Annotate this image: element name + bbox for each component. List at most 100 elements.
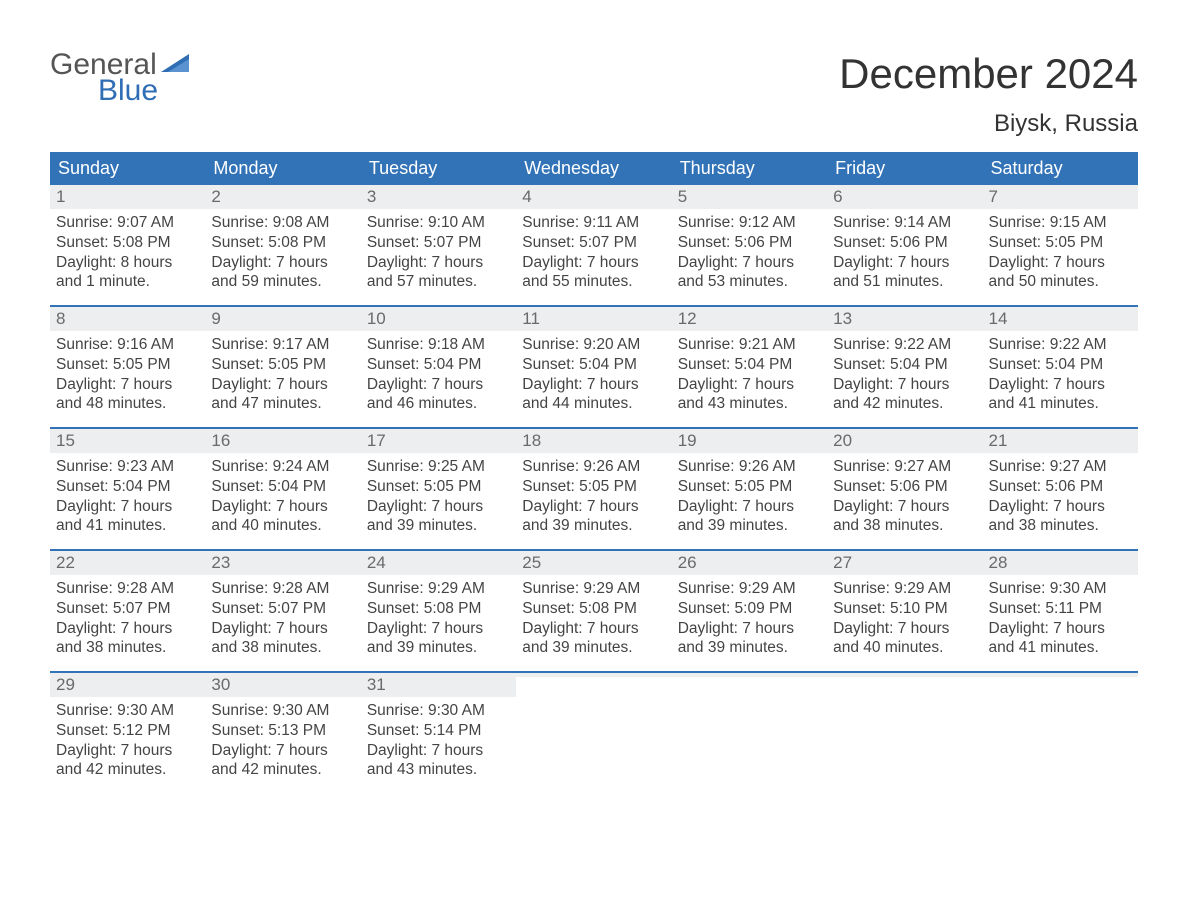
day-cell: 2Sunrise: 9:08 AMSunset: 5:08 PMDaylight… (205, 185, 360, 305)
day-cell: 22Sunrise: 9:28 AMSunset: 5:07 PMDayligh… (50, 551, 205, 671)
daylight-line1: Daylight: 7 hours (367, 741, 510, 761)
sunset-text: Sunset: 5:08 PM (367, 599, 510, 619)
day-number: 30 (211, 675, 230, 694)
sunset-text: Sunset: 5:06 PM (833, 233, 976, 253)
sunset-text: Sunset: 5:04 PM (211, 477, 354, 497)
day-number: 7 (989, 187, 998, 206)
sunrise-text: Sunrise: 9:29 AM (367, 579, 510, 599)
weekday-header: Sunday (50, 152, 205, 185)
sunrise-text: Sunrise: 9:18 AM (367, 335, 510, 355)
day-number: 12 (678, 309, 697, 328)
day-number-row: 13 (827, 307, 982, 331)
day-number: 29 (56, 675, 75, 694)
day-cell: 8 Sunrise: 9:16 AMSunset: 5:05 PMDaylight… (50, 307, 205, 427)
sunset-text: Sunset: 5:06 PM (989, 477, 1132, 497)
daylight-line2: and 46 minutes. (367, 394, 510, 414)
day-facts: Sunrise: 9:29 AMSunset: 5:08 PMDaylight:… (361, 575, 516, 658)
location-label: Biysk, Russia (839, 110, 1138, 138)
day-cell: 7Sunrise: 9:15 AMSunset: 5:05 PMDaylight… (983, 185, 1138, 305)
day-number-row: 21 (983, 429, 1138, 453)
weekday-header: Tuesday (361, 152, 516, 185)
sunrise-text: Sunrise: 9:22 AM (833, 335, 976, 355)
daylight-line1: Daylight: 7 hours (367, 497, 510, 517)
sunset-text: Sunset: 5:07 PM (367, 233, 510, 253)
sunrise-text: Sunrise: 9:14 AM (833, 213, 976, 233)
day-facts: Sunrise: 9:11 AMSunset: 5:07 PMDaylight:… (516, 209, 671, 292)
day-number-row: 24 (361, 551, 516, 575)
sunset-text: Sunset: 5:07 PM (211, 599, 354, 619)
day-number: 31 (367, 675, 386, 694)
calendar: SundayMondayTuesdayWednesdayThursdayFrid… (50, 152, 1138, 793)
day-number-row: 6 (827, 185, 982, 209)
sunset-text: Sunset: 5:04 PM (678, 355, 821, 375)
day-facts: Sunrise: 9:30 AMSunset: 5:13 PMDaylight:… (205, 697, 360, 780)
day-number: 6 (833, 187, 842, 206)
week-row: 8 Sunrise: 9:16 AMSunset: 5:05 PMDaylight… (50, 305, 1138, 427)
day-cell: 11Sunrise: 9:20 AMSunset: 5:04 PMDayligh… (516, 307, 671, 427)
day-cell: 30 Sunrise: 9:30 AMSunset: 5:13 PMDayligh… (205, 673, 360, 793)
sunset-text: Sunset: 5:07 PM (522, 233, 665, 253)
daylight-line2: and 43 minutes. (678, 394, 821, 414)
daylight-line2: and 53 minutes. (678, 272, 821, 292)
day-cell: 13Sunrise: 9:22 AMSunset: 5:04 PMDayligh… (827, 307, 982, 427)
sunset-text: Sunset: 5:05 PM (56, 355, 199, 375)
day-cell (516, 673, 671, 793)
day-number-row: 17 (361, 429, 516, 453)
day-number-row: 14 (983, 307, 1138, 331)
sunrise-text: Sunrise: 9:23 AM (56, 457, 199, 477)
daylight-line1: Daylight: 7 hours (522, 619, 665, 639)
day-cell: 29Sunrise: 9:30 AMSunset: 5:12 PMDayligh… (50, 673, 205, 793)
day-number-row: 16 (205, 429, 360, 453)
day-cell: 26 Sunrise: 9:29 AMSunset: 5:09 PMDayligh… (672, 551, 827, 671)
daylight-line1: Daylight: 7 hours (678, 375, 821, 395)
daylight-line1: Daylight: 7 hours (211, 497, 354, 517)
daylight-line2: and 38 minutes. (211, 638, 354, 658)
sunset-text: Sunset: 5:08 PM (211, 233, 354, 253)
day-facts: Sunrise: 9:29 AMSunset: 5:09 PMDaylight:… (672, 575, 827, 658)
sunset-text: Sunset: 5:06 PM (833, 477, 976, 497)
day-facts: Sunrise: 9:28 AMSunset: 5:07 PMDaylight:… (50, 575, 205, 658)
day-cell: 24 Sunrise: 9:29 AMSunset: 5:08 PMDayligh… (361, 551, 516, 671)
day-cell: 28Sunrise: 9:30 AMSunset: 5:11 PMDayligh… (983, 551, 1138, 671)
daylight-line1: Daylight: 7 hours (56, 741, 199, 761)
day-number: 24 (367, 553, 386, 572)
sunrise-text: Sunrise: 9:26 AM (678, 457, 821, 477)
daylight-line2: and 59 minutes. (211, 272, 354, 292)
sunrise-text: Sunrise: 9:30 AM (367, 701, 510, 721)
day-facts: Sunrise: 9:25 AMSunset: 5:05 PMDaylight:… (361, 453, 516, 536)
brand-logo: General Blue (50, 50, 189, 106)
sunrise-text: Sunrise: 9:28 AM (211, 579, 354, 599)
day-number: 14 (989, 309, 1008, 328)
day-facts: Sunrise: 9:16 AMSunset: 5:05 PMDaylight:… (50, 331, 205, 414)
sunrise-text: Sunrise: 9:30 AM (56, 701, 199, 721)
sunrise-text: Sunrise: 9:10 AM (367, 213, 510, 233)
day-cell: 16Sunrise: 9:24 AMSunset: 5:04 PMDayligh… (205, 429, 360, 549)
daylight-line1: Daylight: 7 hours (56, 497, 199, 517)
weekday-header: Monday (205, 152, 360, 185)
daylight-line2: and 41 minutes. (989, 638, 1132, 658)
day-cell: 3Sunrise: 9:10 AMSunset: 5:07 PMDaylight… (361, 185, 516, 305)
sunset-text: Sunset: 5:04 PM (367, 355, 510, 375)
daylight-line1: Daylight: 7 hours (989, 375, 1132, 395)
daylight-line1: Daylight: 7 hours (833, 253, 976, 273)
daylight-line1: Daylight: 7 hours (211, 375, 354, 395)
sunset-text: Sunset: 5:04 PM (833, 355, 976, 375)
day-number-row: 11 (516, 307, 671, 331)
day-number: 8 (56, 309, 65, 328)
week-row: 15Sunrise: 9:23 AMSunset: 5:04 PMDayligh… (50, 427, 1138, 549)
sunset-text: Sunset: 5:13 PM (211, 721, 354, 741)
daylight-line2: and 42 minutes. (211, 760, 354, 780)
day-number: 15 (56, 431, 75, 450)
day-facts: Sunrise: 9:07 AMSunset: 5:08 PMDaylight:… (50, 209, 205, 292)
daylight-line2: and 42 minutes. (56, 760, 199, 780)
day-number: 3 (367, 187, 376, 206)
day-facts: Sunrise: 9:29 AMSunset: 5:10 PMDaylight:… (827, 575, 982, 658)
sunset-text: Sunset: 5:05 PM (522, 477, 665, 497)
sunset-text: Sunset: 5:04 PM (56, 477, 199, 497)
day-number-row: 29 (50, 673, 205, 697)
flag-icon (161, 54, 189, 74)
day-facts: Sunrise: 9:23 AMSunset: 5:04 PMDaylight:… (50, 453, 205, 536)
day-facts: Sunrise: 9:22 AMSunset: 5:04 PMDaylight:… (983, 331, 1138, 414)
day-number: 26 (678, 553, 697, 572)
day-number-row: 28 (983, 551, 1138, 575)
